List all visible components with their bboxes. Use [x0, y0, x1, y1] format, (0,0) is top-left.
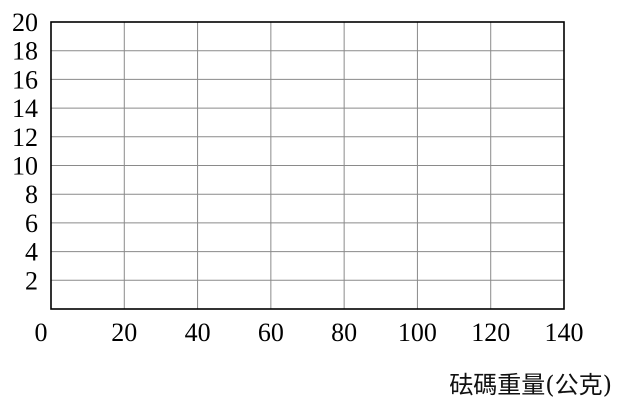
x-axis-ticks: 0 20 40 60 80 100 120 140	[35, 318, 584, 347]
y-tick-label: 16	[12, 65, 38, 94]
x-tick-label: 40	[185, 318, 211, 347]
y-tick-label: 6	[25, 209, 38, 238]
y-tick-label: 8	[25, 180, 38, 209]
y-tick-label: 10	[12, 152, 38, 181]
y-tick-label: 14	[12, 94, 38, 123]
grid-lines	[51, 22, 564, 309]
y-tick-label: 12	[12, 123, 38, 152]
x-tick-label: 60	[258, 318, 284, 347]
x-tick-label: 20	[111, 318, 137, 347]
x-tick-label: 100	[398, 318, 437, 347]
y-tick-label: 4	[25, 238, 38, 267]
y-tick-label: 20	[12, 8, 38, 37]
plot-area-frame	[50, 21, 565, 310]
x-tick-label: 80	[331, 318, 357, 347]
x-tick-label: 140	[545, 318, 584, 347]
y-tick-label: 2	[25, 266, 38, 295]
x-axis-label: 砝碼重量(公克)	[449, 371, 612, 399]
y-tick-label: 18	[12, 37, 38, 66]
x-tick-label: 120	[471, 318, 510, 347]
x-tick-label: 0	[35, 318, 48, 347]
